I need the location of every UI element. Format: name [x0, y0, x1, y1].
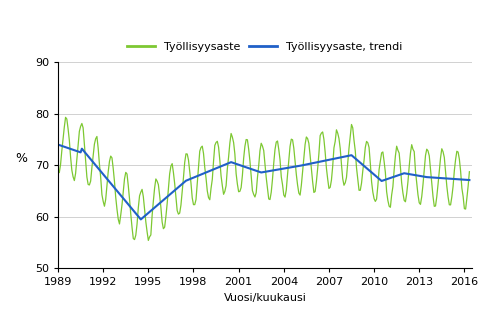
- Työllisyysaste, trendi: [466, 178, 472, 182]
- Työllisyysaste: [386, 204, 392, 208]
- Työllisyysaste: [364, 140, 370, 143]
- Työllisyysaste, trendi: [55, 143, 61, 147]
- Työllisyysaste: [257, 149, 263, 153]
- Työllisyysaste: [466, 170, 472, 174]
- Työllisyysaste, trendi: [272, 168, 278, 172]
- Työllisyysaste, trendi: [199, 172, 205, 176]
- Työllisyysaste, trendi: [385, 177, 391, 181]
- Työllisyysaste: [310, 180, 316, 183]
- Line: Työllisyysaste: Työllisyysaste: [58, 117, 469, 240]
- Työllisyysaste, trendi: [362, 165, 368, 169]
- Y-axis label: %: %: [15, 152, 27, 165]
- Työllisyysaste: [63, 115, 69, 119]
- Työllisyysaste: [145, 238, 151, 242]
- Legend: Työllisyysaste, Työllisyysaste, trendi: Työllisyysaste, Työllisyysaste, trendi: [123, 37, 407, 56]
- Työllisyysaste: [273, 140, 279, 144]
- Työllisyysaste, trendi: [256, 170, 262, 174]
- Työllisyysaste, trendi: [308, 162, 314, 165]
- Työllisyysaste: [201, 152, 206, 156]
- Line: Työllisyysaste, trendi: Työllisyysaste, trendi: [58, 145, 469, 219]
- Työllisyysaste, trendi: [138, 218, 144, 221]
- Työllisyysaste: [55, 169, 61, 173]
- X-axis label: Vuosi/kuukausi: Vuosi/kuukausi: [223, 293, 306, 303]
